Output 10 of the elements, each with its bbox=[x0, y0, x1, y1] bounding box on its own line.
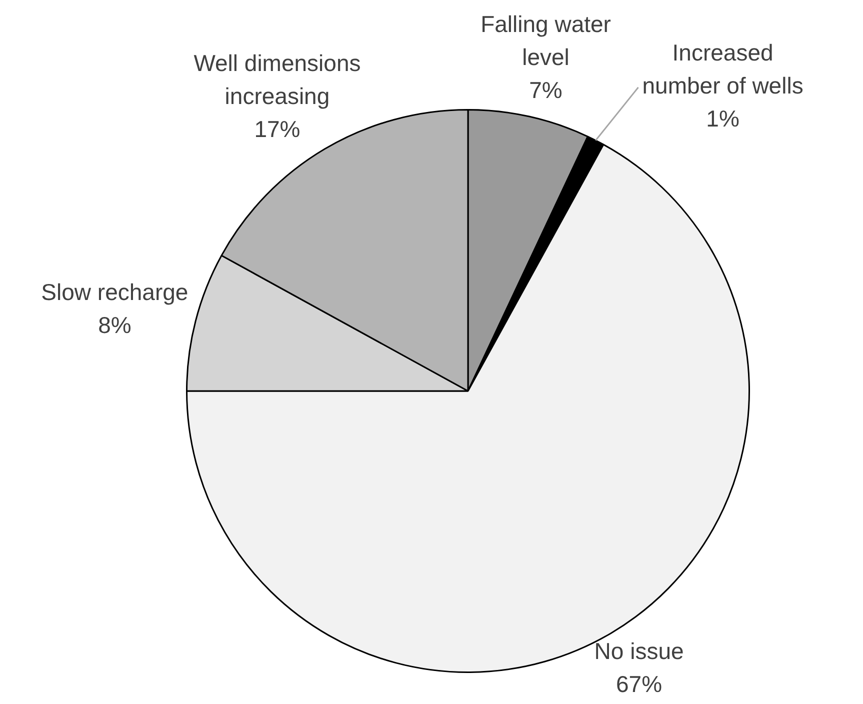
data-label: 8% bbox=[98, 312, 132, 338]
data-label: 17% bbox=[254, 116, 300, 142]
slice-label: No issue bbox=[594, 638, 684, 664]
slice-label: Slow recharge bbox=[41, 279, 188, 306]
data-label: 7% bbox=[529, 76, 562, 103]
data-label: 1% bbox=[706, 106, 740, 132]
slice-label: Falling water level bbox=[480, 10, 612, 70]
data-label: 67% bbox=[616, 670, 662, 697]
slice-label: Increased number of wells bbox=[642, 40, 804, 99]
slice-label: Well dimensions increasing bbox=[194, 50, 361, 110]
